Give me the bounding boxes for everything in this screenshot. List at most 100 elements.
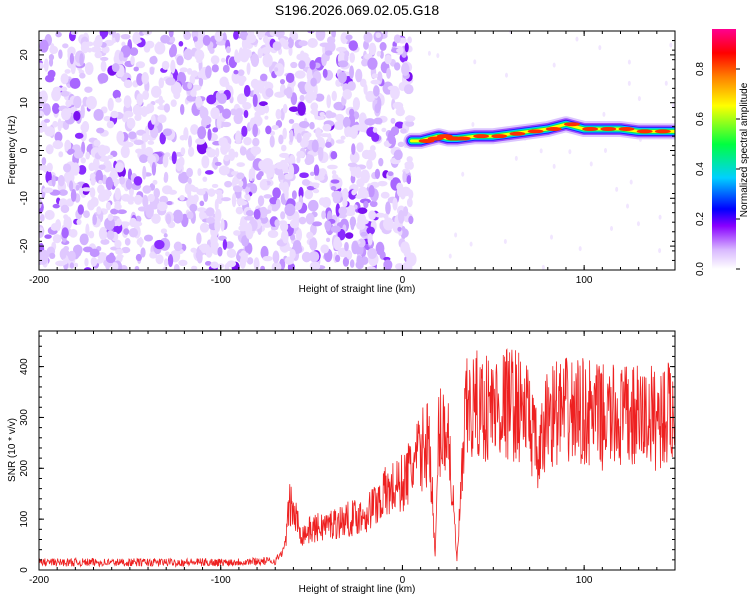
spectrogram-cell: [355, 166, 362, 179]
spectrogram-cell: [288, 106, 299, 112]
spectrogram-cell: [84, 41, 94, 47]
spectrogram-cell: [111, 63, 120, 73]
spectrogram-cell: [327, 133, 332, 142]
spectrogram-cell: [246, 257, 254, 265]
spectrogram-cell: [233, 52, 242, 63]
spectrogram-cell: [129, 47, 139, 56]
spectrogram-cell: [96, 127, 105, 134]
colorbar-tick-label: 0.2: [695, 212, 706, 226]
spectrogram-cell: [272, 41, 282, 51]
chart-title: S196.2026.069.02.05.G18: [275, 2, 439, 18]
spectrogram-cell: [241, 48, 253, 59]
spectrogram-cell: [298, 60, 306, 70]
spectrogram-cell: [386, 67, 392, 79]
spectrogram-cell: [105, 176, 114, 191]
spectrogram-cell: [100, 60, 107, 72]
spectrogram-cell: [39, 227, 44, 232]
spectrogram-cell: [205, 65, 212, 79]
spectrogram-cell: [214, 161, 222, 166]
spectrogram-cell: [378, 157, 384, 167]
spectrogram-cell: [291, 190, 297, 200]
spectrogram-x-label: Height of straight line (km): [299, 284, 416, 295]
spectrogram-cell: [61, 227, 69, 239]
signal-trace-peak: [545, 126, 562, 131]
spectrogram-cell: [60, 86, 68, 92]
signal-trace-peak: [654, 129, 671, 134]
spectrogram-cell: [337, 125, 344, 130]
spectrogram-cell: [45, 144, 54, 155]
spectrogram-cell: [335, 139, 345, 144]
spectrogram-cell: [110, 110, 119, 119]
spectrogram-cell: [123, 95, 132, 109]
spectrogram-cell: [222, 239, 228, 250]
spectrogram-cell: [231, 170, 238, 176]
spectrogram-cell: [287, 36, 294, 49]
spectrogram-cell: [216, 115, 222, 130]
spectrogram-cell: [252, 93, 258, 108]
spectrogram-cell: [241, 37, 249, 51]
spectrogram-cell: [44, 209, 55, 220]
snr-frame: [38, 330, 676, 571]
spectrogram-cell: [330, 225, 341, 233]
spectrogram-cell: [374, 168, 381, 180]
spectrogram-cell: [190, 247, 197, 253]
spectrogram-cell: [107, 213, 114, 221]
spectrogram-cell: [278, 134, 284, 145]
spectrogram-cell: [135, 253, 142, 262]
spectrogram-cell: [307, 31, 315, 34]
spectrogram-cell: [179, 67, 189, 73]
spectrogram-cell: [79, 233, 89, 246]
spectrogram-cell: [128, 228, 139, 238]
spectrogram-cell: [241, 235, 250, 247]
spectrogram-cell: [51, 88, 62, 102]
spectrogram-cell: [173, 241, 183, 252]
spectrogram-cell: [350, 218, 355, 231]
spectrogram-cell: [70, 31, 78, 35]
spectrogram-cell: [379, 42, 387, 51]
spectrogram-cell: [326, 41, 336, 53]
spectrogram-cell: [145, 40, 155, 49]
spectrogram-cell: [257, 47, 263, 59]
spectrogram-cell: [60, 204, 70, 214]
spectrogram-cell: [39, 62, 44, 70]
spectrogram-cell: [121, 193, 131, 202]
spectrogram-cell: [236, 172, 245, 180]
spectrogram-cell: [326, 36, 336, 45]
spectrogram-cell: [44, 234, 52, 239]
spectrogram-cell: [376, 50, 381, 57]
spectrogram-cell: [309, 121, 315, 130]
spectrogram-cell: [626, 203, 630, 209]
spectrogram-cell: [235, 206, 244, 215]
spectrogram-cell: [314, 93, 325, 102]
spectrogram-cell: [71, 162, 80, 176]
spectrogram-cell: [243, 136, 252, 146]
spectrogram-cell: [115, 162, 124, 173]
spectrogram-cell: [381, 127, 387, 133]
spectrogram-cell: [296, 150, 305, 159]
spectrogram-cell: [238, 225, 247, 232]
spectrogram-cell: [321, 53, 328, 67]
spectrogram-cell: [190, 124, 199, 135]
spectrogram-cell: [67, 148, 75, 155]
spectrogram-cell: [263, 104, 270, 114]
spectrogram-cell: [210, 234, 218, 246]
spectrogram-cell: [598, 45, 602, 51]
spectrogram-cell: [190, 70, 199, 78]
spectrogram-cell: [103, 190, 111, 201]
spectrogram-cell: [368, 210, 377, 220]
spectrogram-cell: [366, 266, 376, 270]
spectrogram-cell: [135, 61, 146, 69]
signal-trace-peak: [527, 129, 544, 134]
spectrogram-cell: [195, 138, 206, 145]
spectrogram-cell: [289, 233, 296, 241]
spectrogram-cell: [349, 65, 355, 80]
spectrogram-cell: [308, 251, 320, 263]
spectrogram-cell: [80, 157, 86, 164]
spectrogram-cell: [330, 151, 338, 160]
spectrogram-cell: [157, 114, 167, 124]
spectrogram-cell: [664, 80, 668, 86]
spectrogram-cell: [279, 78, 286, 85]
spectrogram-cell: [85, 151, 90, 160]
spectrogram-cell: [315, 31, 326, 41]
spectrogram-cell: [196, 207, 207, 212]
